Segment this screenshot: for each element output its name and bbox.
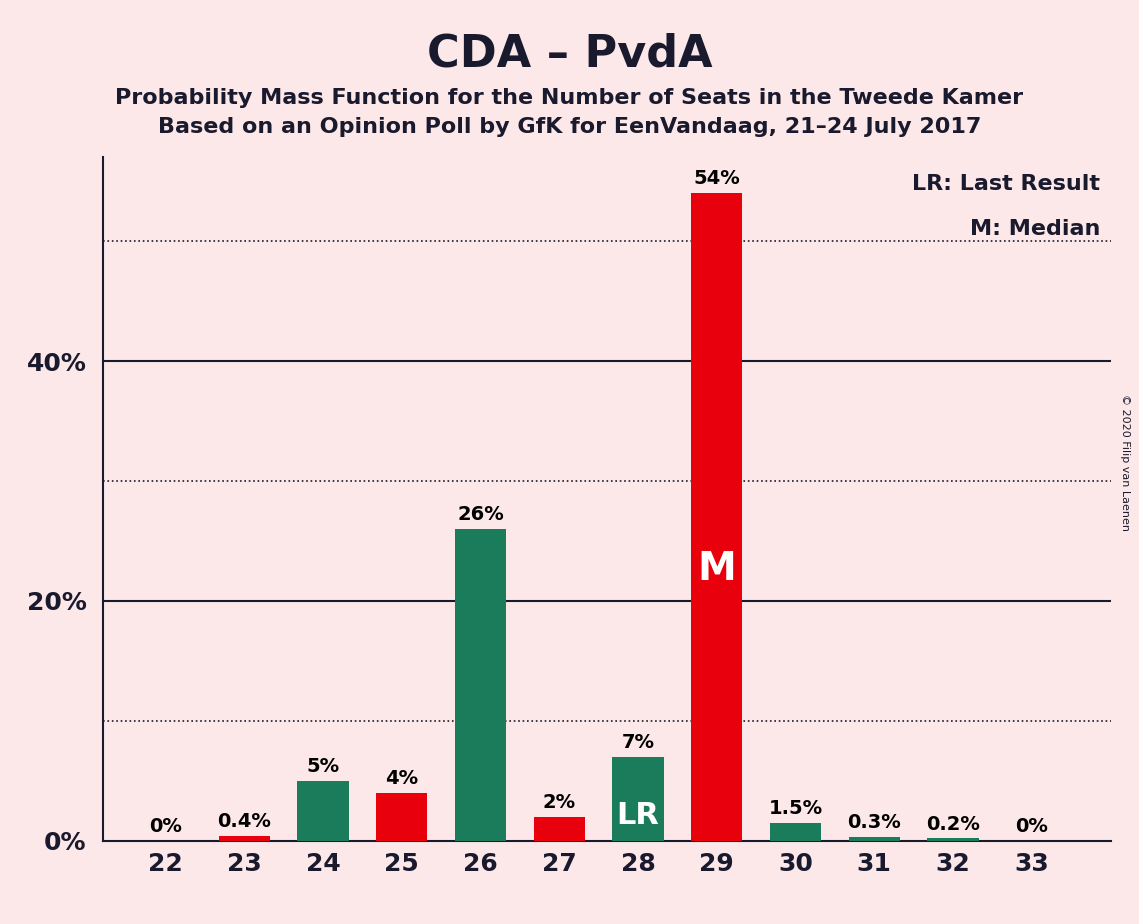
Bar: [849, 837, 900, 841]
Text: 54%: 54%: [694, 169, 740, 188]
Bar: [534, 817, 584, 841]
Text: 4%: 4%: [385, 769, 418, 788]
Text: M: Median: M: Median: [970, 219, 1100, 238]
Text: 0.2%: 0.2%: [926, 815, 980, 833]
Text: 0.3%: 0.3%: [847, 813, 901, 833]
Text: 7%: 7%: [622, 733, 655, 752]
Bar: [613, 757, 664, 841]
Text: 0.4%: 0.4%: [218, 812, 271, 832]
Text: M: M: [697, 550, 736, 588]
Bar: [219, 836, 270, 841]
Text: Based on an Opinion Poll by GfK for EenVandaag, 21–24 July 2017: Based on an Opinion Poll by GfK for EenV…: [158, 117, 981, 138]
Bar: [770, 823, 821, 841]
Text: 5%: 5%: [306, 757, 339, 776]
Text: 2%: 2%: [542, 793, 576, 812]
Bar: [691, 193, 743, 841]
Text: LR: Last Result: LR: Last Result: [912, 175, 1100, 194]
Text: LR: LR: [616, 801, 659, 830]
Bar: [927, 838, 978, 841]
Text: 0%: 0%: [149, 817, 182, 836]
Bar: [454, 529, 506, 841]
Text: CDA – PvdA: CDA – PvdA: [427, 32, 712, 76]
Text: Probability Mass Function for the Number of Seats in the Tweede Kamer: Probability Mass Function for the Number…: [115, 88, 1024, 108]
Text: 0%: 0%: [1015, 817, 1048, 836]
Text: © 2020 Filip van Laenen: © 2020 Filip van Laenen: [1121, 394, 1130, 530]
Text: 26%: 26%: [457, 505, 503, 524]
Bar: [297, 781, 349, 841]
Bar: [376, 793, 427, 841]
Text: 1.5%: 1.5%: [769, 799, 822, 818]
